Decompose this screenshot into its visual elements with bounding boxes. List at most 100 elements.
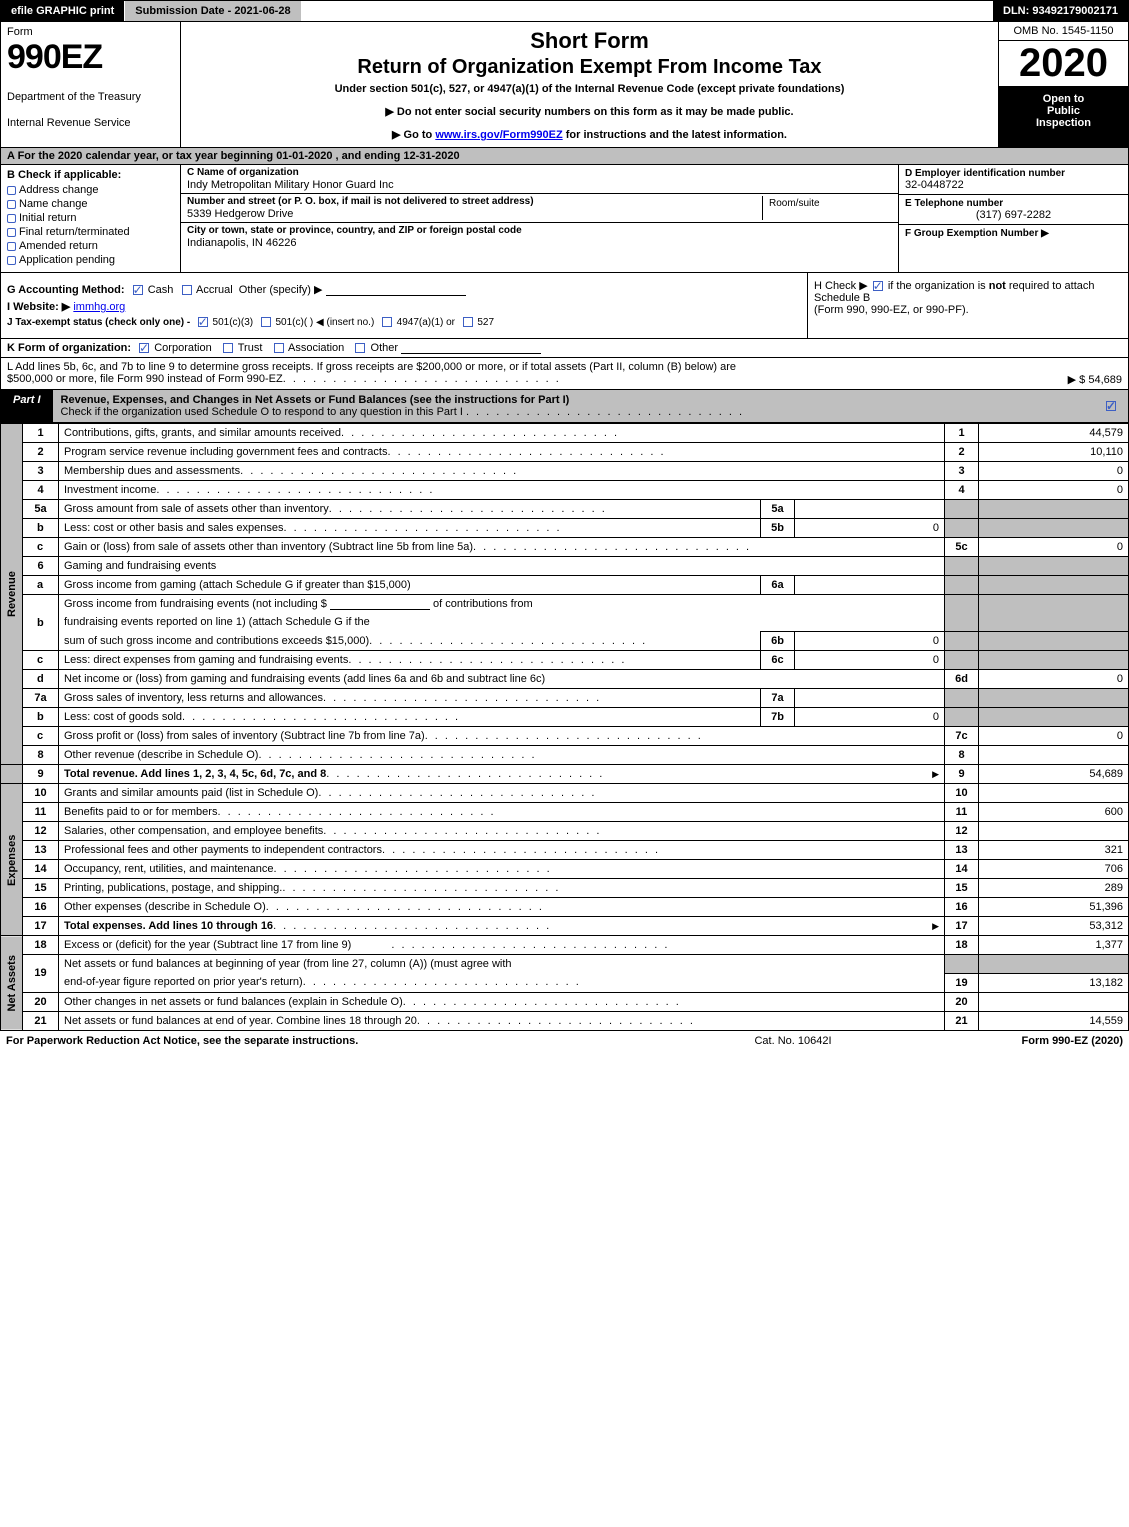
ln-16: 16	[23, 898, 59, 917]
desc-5a: Gross amount from sale of assets other t…	[64, 503, 329, 515]
mv-6b: 0	[795, 632, 945, 651]
opt-amended-return: Amended return	[19, 240, 98, 252]
ln-5b: b	[23, 519, 59, 538]
ln-3: 3	[23, 462, 59, 481]
website-link[interactable]: immhg.org	[73, 301, 125, 313]
amt-2: 10,110	[979, 443, 1129, 462]
ln-7c: c	[23, 727, 59, 746]
desc-13: Professional fees and other payments to …	[64, 844, 382, 856]
part1-dots	[466, 406, 744, 418]
ln-4: 4	[23, 481, 59, 500]
top-bar-spacer	[302, 1, 993, 21]
city-value: Indianapolis, IN 46226	[187, 237, 522, 249]
check-other-org[interactable]	[355, 343, 365, 353]
check-scheduleO[interactable]	[1106, 401, 1116, 411]
desc-19a: Net assets or fund balances at beginning…	[59, 955, 945, 974]
title-short-form: Short Form	[185, 28, 994, 54]
form-number: 990EZ	[7, 38, 174, 77]
check-application-pending[interactable]	[7, 256, 16, 265]
ln-15: 15	[23, 879, 59, 898]
amt-3: 0	[979, 462, 1129, 481]
ln-9: 9	[23, 765, 59, 784]
check-cash[interactable]	[133, 285, 143, 295]
e-label: E Telephone number	[905, 198, 1122, 209]
submission-date-button[interactable]: Submission Date - 2021-06-28	[125, 1, 301, 21]
ln-17: 17	[23, 917, 59, 936]
check-accrual[interactable]	[182, 285, 192, 295]
check-527[interactable]	[463, 317, 473, 327]
6b-amount-input[interactable]	[330, 598, 430, 610]
opt-application-pending: Application pending	[19, 254, 115, 266]
ml-5b: 5b	[761, 519, 795, 538]
desc-7c: Gross profit or (loss) from sales of inv…	[64, 730, 425, 742]
dln-label: DLN: 93492179002171	[993, 1, 1128, 21]
side-netassets: Net Assets	[1, 936, 23, 1031]
row-l: L Add lines 5b, 6c, and 7b to line 9 to …	[0, 358, 1129, 390]
ln-8: 8	[23, 746, 59, 765]
amt-16: 51,396	[979, 898, 1129, 917]
desc-6c: Less: direct expenses from gaming and fu…	[64, 654, 348, 666]
ml-7b: 7b	[761, 708, 795, 727]
check-4947[interactable]	[382, 317, 392, 327]
desc-2: Program service revenue including govern…	[64, 446, 387, 458]
check-final-return[interactable]	[7, 228, 16, 237]
desc-5c: Gain or (loss) from sale of assets other…	[64, 541, 473, 553]
ln-12: 12	[23, 822, 59, 841]
title-return: Return of Organization Exempt From Incom…	[185, 56, 994, 79]
meta-right-h: H Check ▶ if the organization is not req…	[808, 273, 1128, 338]
opt-final-return: Final return/terminated	[19, 226, 130, 238]
ml-5a: 5a	[761, 500, 795, 519]
ref-20: 20	[945, 992, 979, 1011]
amt-17: 53,312	[979, 917, 1129, 936]
check-association[interactable]	[274, 343, 284, 353]
amt-11: 600	[979, 803, 1129, 822]
irs-link[interactable]: www.irs.gov/Form990EZ	[435, 129, 562, 141]
amt-18: 1,377	[979, 936, 1129, 955]
ln-6d: d	[23, 670, 59, 689]
check-address-change[interactable]	[7, 186, 16, 195]
check-corporation[interactable]	[139, 343, 149, 353]
desc-3: Membership dues and assessments	[64, 465, 240, 477]
opt-527: 527	[477, 317, 494, 328]
ml-7a: 7a	[761, 689, 795, 708]
tax-year: 2020	[999, 41, 1128, 87]
ml-6b: 6b	[761, 632, 795, 651]
desc-6d: Net income or (loss) from gaming and fun…	[64, 673, 545, 685]
ref-10: 10	[945, 784, 979, 803]
ssn-note: ▶ Do not enter social security numbers o…	[185, 105, 994, 118]
ref-21: 21	[945, 1011, 979, 1030]
amt-10	[979, 784, 1129, 803]
desc-10: Grants and similar amounts paid (list in…	[64, 787, 318, 799]
opt-corporation: Corporation	[154, 342, 211, 354]
amt-9: 54,689	[979, 765, 1129, 784]
check-amended-return[interactable]	[7, 242, 16, 251]
desc-19b: end-of-year figure reported on prior yea…	[64, 976, 303, 988]
check-501c[interactable]	[261, 317, 271, 327]
check-trust[interactable]	[223, 343, 233, 353]
amt-12	[979, 822, 1129, 841]
check-h[interactable]	[873, 281, 883, 291]
row-a-period: A For the 2020 calendar year, or tax yea…	[0, 148, 1129, 165]
other-specify-input[interactable]	[326, 284, 466, 296]
insp2: Public	[1003, 105, 1124, 117]
header-right: OMB No. 1545-1150 2020 Open to Public In…	[998, 22, 1128, 147]
efile-print-button[interactable]: efile GRAPHIC print	[1, 1, 125, 21]
header-center: Short Form Return of Organization Exempt…	[181, 22, 998, 147]
mv-5a	[795, 500, 945, 519]
amt-14: 706	[979, 860, 1129, 879]
opt-501c: 501(c)( ) ◀ (insert no.)	[275, 317, 374, 328]
footer-center: Cat. No. 10642I	[663, 1035, 923, 1047]
desc-16: Other expenses (describe in Schedule O)	[64, 901, 266, 913]
amt-4: 0	[979, 481, 1129, 500]
ref-17: 17	[945, 917, 979, 936]
ref-5c: 5c	[945, 538, 979, 557]
desc-17: Total expenses. Add lines 10 through 16	[64, 920, 273, 932]
check-name-change[interactable]	[7, 200, 16, 209]
desc-7a: Gross sales of inventory, less returns a…	[64, 692, 323, 704]
ref-1: 1	[945, 424, 979, 443]
check-501c3[interactable]	[198, 317, 208, 327]
ln-2: 2	[23, 443, 59, 462]
h-text2: if the organization is	[888, 280, 989, 292]
check-initial-return[interactable]	[7, 214, 16, 223]
other-org-input[interactable]	[401, 342, 541, 354]
